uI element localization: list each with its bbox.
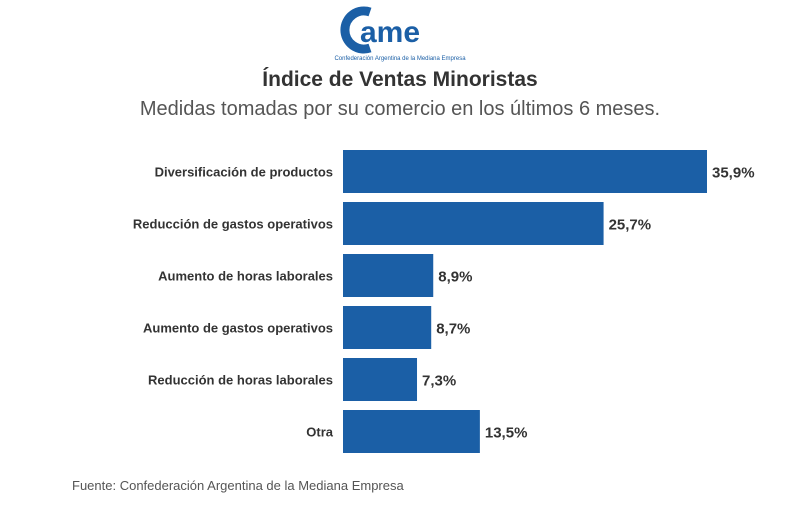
came-logo: ame Confederación Argentina de la Median…: [330, 6, 470, 64]
data-label: 13,5%: [485, 425, 528, 442]
category-label: Aumento de horas laborales: [158, 269, 333, 284]
category-label: Reducción de horas laborales: [148, 373, 333, 388]
data-label: 25,7%: [609, 217, 652, 234]
chart-subtitle: Medidas tomadas por su comercio en los ú…: [139, 98, 661, 120]
category-label: Aumento de gastos operativos: [143, 321, 333, 336]
category-label: Reducción de gastos operativos: [133, 217, 333, 232]
category-label: Diversificación de productos: [155, 165, 333, 180]
bar: [343, 410, 480, 453]
bar: [343, 306, 432, 349]
source-note: Fuente: Confederación Argentina de la Me…: [72, 478, 404, 493]
data-label: 8,9%: [438, 269, 472, 286]
bar: [343, 358, 418, 401]
category-label: Otra: [306, 425, 334, 440]
bar: [343, 150, 707, 193]
chart-title: Índice de Ventas Minoristas: [262, 68, 538, 91]
data-label: 8,7%: [436, 321, 470, 338]
bar: [343, 202, 604, 245]
came-logo-mark: ame: [340, 6, 420, 54]
data-label: 7,3%: [422, 373, 456, 390]
logo-subtext: Confederación Argentina de la Mediana Em…: [334, 56, 466, 62]
bar: [343, 254, 434, 297]
data-label: 35,9%: [712, 165, 755, 182]
svg-text:ame: ame: [360, 16, 420, 49]
